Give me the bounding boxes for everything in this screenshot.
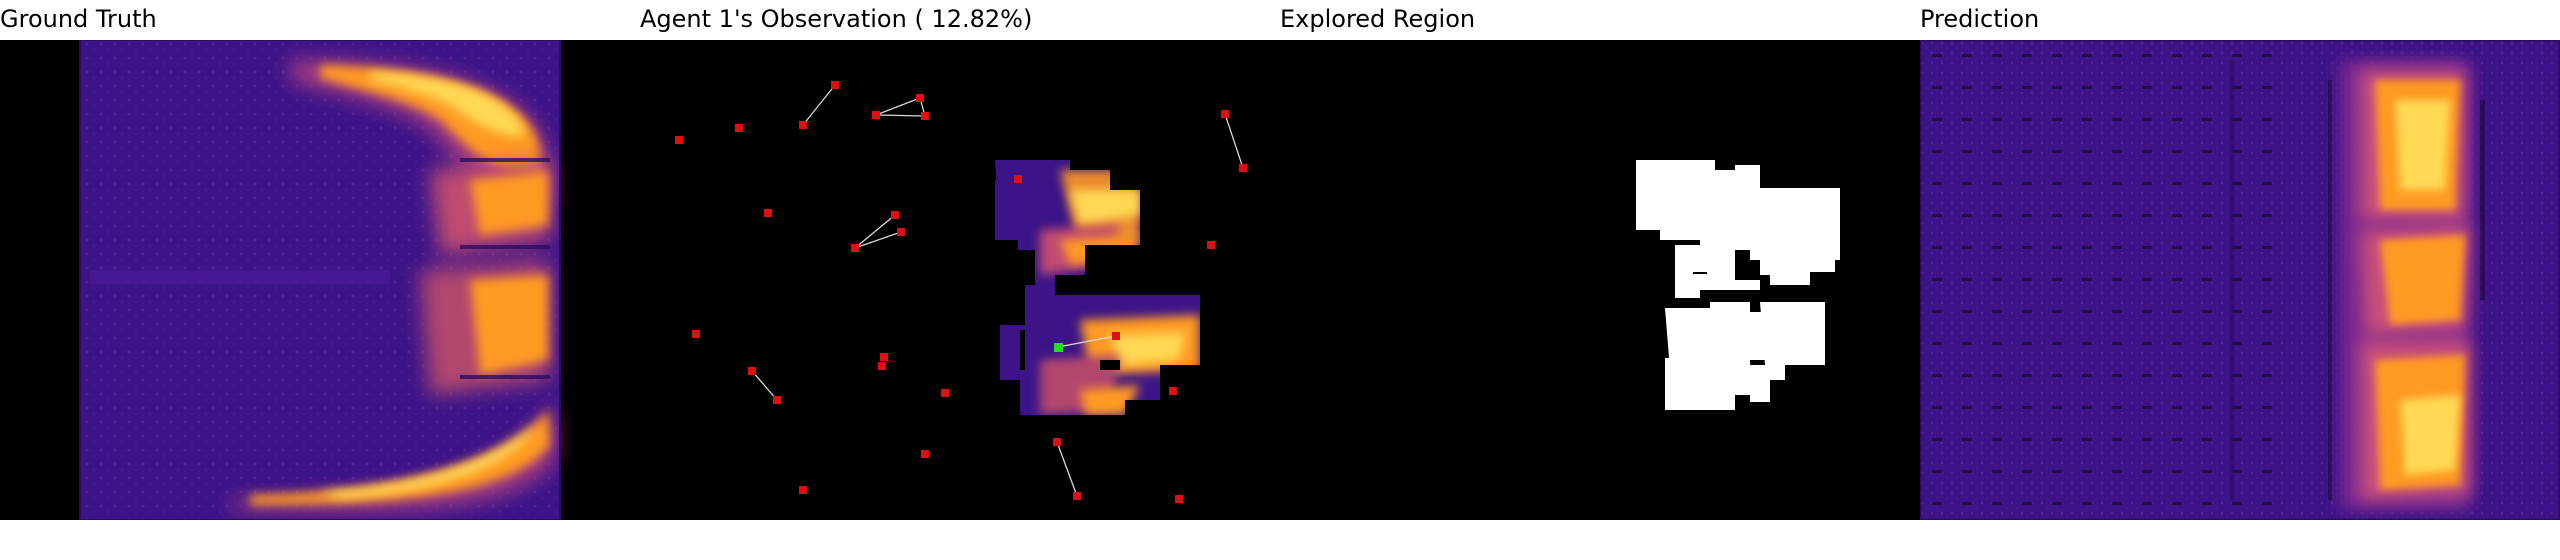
agent-marker-icon [1112, 332, 1120, 340]
agent-marker-icon [735, 124, 743, 132]
observation-title: Agent 1's Observation ( 12.82%) [640, 5, 1033, 33]
agent-marker-icon [941, 389, 949, 397]
explored-region-panel [1280, 40, 1920, 520]
agent-marker-icon [799, 121, 807, 129]
agent-links [751, 84, 1244, 497]
agent-marker-icon [773, 396, 781, 404]
agent-marker-icon [851, 244, 859, 252]
ground-truth-title: Ground Truth [0, 5, 157, 33]
agent-markers [675, 81, 1247, 503]
ground-truth-panel [0, 40, 640, 520]
agent-marker-icon [891, 211, 899, 219]
agent-marker-icon [897, 228, 905, 236]
observation-panel [640, 40, 1280, 520]
agent-marker-icon [764, 209, 772, 217]
observation-map [675, 81, 1247, 503]
agent-marker-icon [1221, 110, 1229, 118]
explored-region-title: Explored Region [1280, 5, 1476, 33]
explored-region-mask [1636, 160, 1840, 410]
agent-marker-icon [921, 450, 929, 458]
agent-marker-icon [675, 136, 683, 144]
agent-marker-icon [916, 94, 924, 102]
prediction-panel [1920, 40, 2560, 520]
prediction-title: Prediction [1920, 5, 2040, 33]
agent-marker-icon [1207, 241, 1215, 249]
prediction-heatmap [1920, 40, 2560, 520]
agent-marker-icon [1175, 495, 1183, 503]
agent-marker-icon [1239, 164, 1247, 172]
agent-marker-icon [748, 367, 756, 375]
agent-marker-icon [831, 81, 839, 89]
agent-marker-icon [880, 353, 888, 361]
agent-marker-icon [921, 112, 929, 120]
ground-truth-heatmap [0, 40, 561, 520]
agent-marker-icon [799, 486, 807, 494]
agent-marker-icon [878, 362, 886, 370]
agent-marker-icon [1073, 492, 1081, 500]
agent-marker-icon [872, 111, 880, 119]
agent-marker-icon [1053, 438, 1061, 446]
agent-marker-icon [692, 330, 700, 338]
agent-marker-icon [1169, 387, 1177, 395]
observed-heatmap-patches [995, 160, 1200, 415]
self-agent-marker-icon [1054, 343, 1063, 352]
agent-marker-icon [1014, 175, 1022, 183]
